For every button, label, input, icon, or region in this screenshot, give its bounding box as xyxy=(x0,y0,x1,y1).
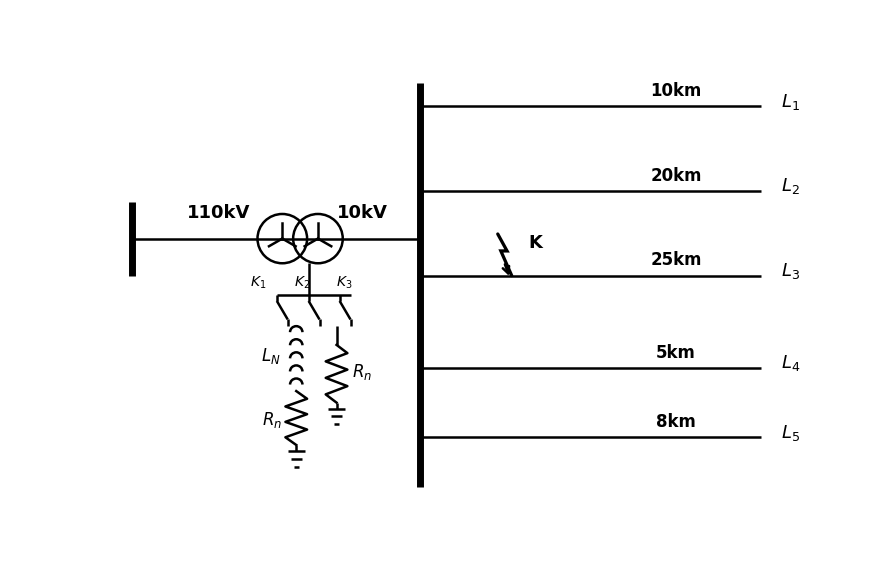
Text: $K_2$: $K_2$ xyxy=(295,275,310,291)
Text: $L_{1}$: $L_{1}$ xyxy=(781,91,799,112)
Text: $R_n$: $R_n$ xyxy=(352,362,372,382)
Text: $L_{2}$: $L_{2}$ xyxy=(781,177,799,196)
Text: 8km: 8km xyxy=(656,413,696,431)
Text: $L_{5}$: $L_{5}$ xyxy=(781,422,800,443)
Text: $L_{4}$: $L_{4}$ xyxy=(781,354,800,373)
Text: 10km: 10km xyxy=(650,82,702,100)
Text: $K_3$: $K_3$ xyxy=(336,275,353,291)
Text: $L_{3}$: $L_{3}$ xyxy=(781,261,800,281)
Text: $K_1$: $K_1$ xyxy=(250,275,266,291)
Text: $L_N$: $L_N$ xyxy=(261,346,280,367)
Text: 25km: 25km xyxy=(650,252,702,270)
Text: 20km: 20km xyxy=(650,167,702,185)
Text: 5km: 5km xyxy=(656,344,696,362)
Text: $R_n$: $R_n$ xyxy=(262,411,282,430)
Text: 110kV: 110kV xyxy=(187,204,250,222)
Text: K: K xyxy=(528,235,542,253)
Text: 10kV: 10kV xyxy=(337,204,387,222)
